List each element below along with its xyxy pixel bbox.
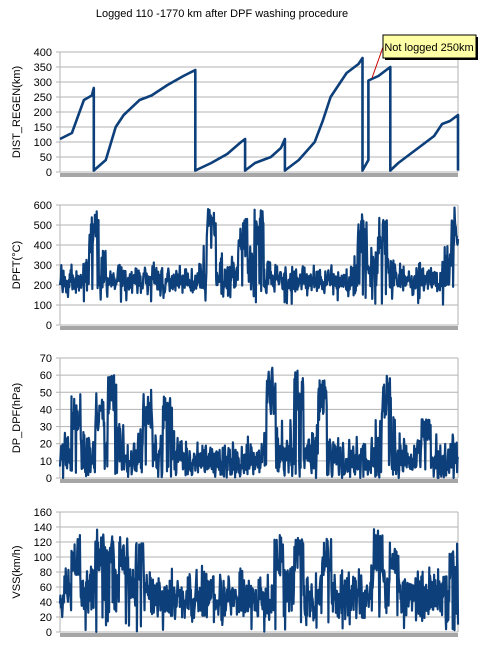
callout-leader-line	[371, 46, 384, 79]
y-tick-label: 60	[40, 582, 52, 594]
y-tick-label: 0	[46, 627, 52, 639]
panels: 050100150200250300350400DIST_REGEN(km)01…	[11, 47, 460, 639]
y-tick-label: 80	[40, 567, 52, 579]
y-tick-label: 200	[34, 280, 52, 292]
y-axis-title: DIST_REGEN(km)	[11, 66, 23, 158]
series-line	[59, 56, 460, 172]
y-tick-label: 30	[40, 422, 52, 434]
y-tick-label: 160	[34, 507, 52, 519]
y-tick-label: 140	[34, 522, 52, 534]
y-tick-label: 200	[34, 107, 52, 119]
chart-panel-3: 0 10 20 30 40 50 60 70 DP_DPF(hPa)	[11, 353, 460, 485]
y-tick-label: 300	[34, 260, 52, 272]
y-tick-label: 20	[40, 439, 52, 451]
annotation-callout: Not logged 250km	[371, 34, 478, 79]
callout-box	[382, 34, 477, 59]
callout-text: Not logged 250km	[384, 42, 473, 54]
y-tick-label: 300	[34, 77, 52, 89]
y-axis-title: VSS(km/h)	[11, 545, 23, 598]
x-axis-bar	[60, 633, 458, 637]
y-tick-label: 500	[34, 220, 52, 232]
x-axis-bar	[60, 173, 458, 177]
chart-panel-2: 0 100 200 300 400 500 600 DPFT(°C)	[11, 200, 460, 332]
y-tick-label: 600	[34, 200, 52, 212]
y-tick-label: 400	[34, 47, 52, 59]
y-tick-label: 100	[34, 137, 52, 149]
y-tick-label: 100	[34, 552, 52, 564]
y-tick-label: 40	[40, 597, 52, 609]
chart-title: Logged 110 -1770 km after DPF washing pr…	[96, 8, 348, 20]
chart-panel-1: 0 50 100 150 200 250 300 350 400 DIST_REGEN(km)	[11, 47, 460, 179]
y-tick-label: 0	[46, 320, 52, 332]
series-line	[58, 206, 460, 306]
series-line	[58, 366, 460, 480]
y-tick-label: 60	[40, 370, 52, 382]
y-tick-label: 120	[34, 537, 52, 549]
y-tick-label: 70	[40, 353, 52, 365]
x-axis-bar	[60, 479, 458, 483]
y-tick-label: 400	[34, 240, 52, 252]
chart-panel-4: 0 20 40 60 80 100 120 140 160 VSS(km/h)	[11, 507, 460, 639]
y-tick-label: 50	[40, 387, 52, 399]
y-tick-label: 10	[40, 456, 52, 468]
y-tick-label: 0	[46, 167, 52, 179]
y-tick-label: 20	[40, 612, 52, 624]
y-tick-label: 250	[34, 92, 52, 104]
y-tick-label: 350	[34, 62, 52, 74]
y-tick-label: 50	[40, 152, 52, 164]
series-line	[58, 528, 460, 633]
y-axis-title: DPFT(°C)	[11, 241, 23, 289]
y-tick-label: 40	[40, 404, 52, 416]
y-axis-title: DP_DPF(hPa)	[11, 383, 23, 453]
y-tick-label: 100	[34, 300, 52, 312]
y-tick-label: 150	[34, 122, 52, 134]
y-tick-label: 0	[46, 473, 52, 485]
x-axis-bar	[60, 326, 458, 330]
